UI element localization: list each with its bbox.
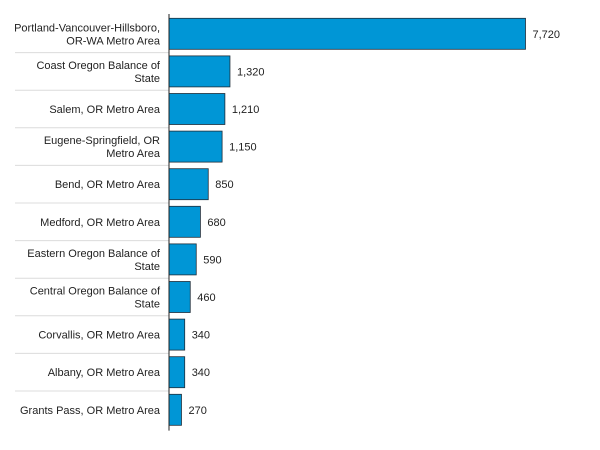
category-label: Albany, OR Metro Area bbox=[48, 367, 161, 379]
bar-value-label: 340 bbox=[192, 367, 210, 379]
category-labels-group: Portland-Vancouver-Hillsboro, OR-WA Metro… bbox=[14, 22, 161, 417]
category-label-line: State bbox=[134, 299, 160, 311]
category-label: Grants Pass, OR Metro Area bbox=[20, 405, 161, 417]
category-label-line: Coast Oregon Balance of bbox=[36, 60, 160, 72]
category-label: Portland-Vancouver-Hillsboro, OR-WA Metro… bbox=[14, 22, 161, 47]
bar bbox=[168, 168, 209, 201]
bar bbox=[168, 393, 182, 426]
bar-value-label: 460 bbox=[197, 292, 215, 304]
bar bbox=[168, 17, 526, 50]
category-label: Corvallis, OR Metro Area bbox=[38, 330, 161, 342]
category-label-line: State bbox=[134, 261, 160, 273]
bar-value-label: 850 bbox=[215, 179, 233, 191]
bar bbox=[168, 205, 201, 238]
bar-value-label: 1,320 bbox=[237, 66, 265, 78]
category-label-line: Albany, OR Metro Area bbox=[48, 367, 161, 379]
bar bbox=[168, 130, 223, 163]
category-label-line: Salem, OR Metro Area bbox=[49, 104, 161, 116]
category-label-line: State bbox=[134, 73, 160, 85]
bar-value-label: 1,150 bbox=[229, 142, 257, 154]
bar bbox=[168, 356, 186, 389]
bar-value-label: 590 bbox=[203, 254, 221, 266]
bars-group bbox=[168, 17, 526, 426]
bar-value-label: 7,720 bbox=[533, 29, 561, 41]
bar bbox=[168, 281, 191, 313]
category-label: Central Oregon Balance of State bbox=[30, 286, 161, 311]
value-labels-group: 7,720 1,320 1,210 1,150 850 680 590 460 340 340 27… bbox=[188, 29, 560, 417]
bar bbox=[168, 93, 226, 125]
category-label-line: Eugene-Springfield, OR bbox=[44, 135, 160, 147]
category-label: Eugene-Springfield, OR Metro Area bbox=[44, 135, 161, 160]
bar bbox=[168, 243, 197, 276]
category-label: Medford, OR Metro Area bbox=[40, 217, 161, 229]
category-label: Bend, OR Metro Area bbox=[55, 179, 161, 191]
category-label-line: Grants Pass, OR Metro Area bbox=[20, 405, 161, 417]
category-label-line: Corvallis, OR Metro Area bbox=[38, 330, 161, 342]
category-label-line: Portland-Vancouver-Hillsboro, bbox=[14, 22, 160, 34]
category-label-line: Eastern Oregon Balance of bbox=[27, 248, 161, 260]
bar bbox=[168, 55, 231, 88]
category-label: Eastern Oregon Balance of State bbox=[27, 248, 161, 273]
bar-value-label: 1,210 bbox=[232, 104, 260, 116]
bar bbox=[168, 318, 186, 351]
category-label: Coast Oregon Balance of State bbox=[36, 60, 160, 85]
category-label-line: OR-WA Metro Area bbox=[66, 35, 161, 47]
category-label-line: Medford, OR Metro Area bbox=[40, 217, 161, 229]
bar-value-label: 680 bbox=[207, 217, 225, 229]
bar-value-label: 270 bbox=[188, 405, 206, 417]
category-label-line: Central Oregon Balance of bbox=[30, 286, 161, 298]
category-label: Salem, OR Metro Area bbox=[49, 104, 161, 116]
category-label-line: Bend, OR Metro Area bbox=[55, 179, 161, 191]
category-label-line: Metro Area bbox=[106, 148, 161, 160]
row-separators bbox=[15, 52, 169, 392]
bar-value-label: 340 bbox=[192, 330, 210, 342]
